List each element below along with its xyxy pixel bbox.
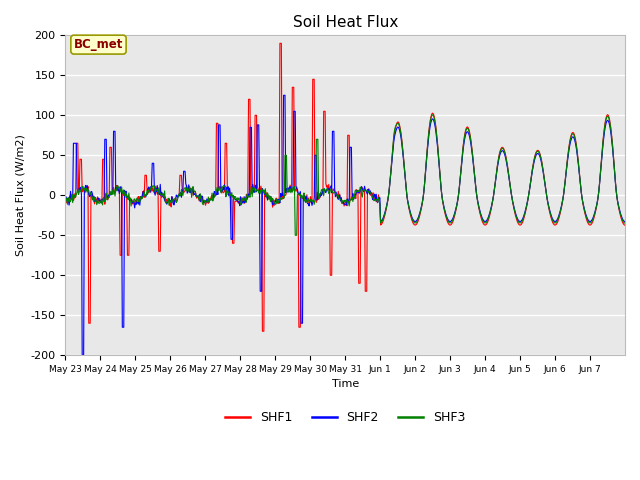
SHF1 — [259, 328, 266, 334]
SHF1 — [258, 190, 266, 195]
SHF3 — [127, 203, 135, 209]
Line: SHF3: SHF3 — [65, 115, 625, 235]
X-axis label: Time: Time — [332, 380, 359, 389]
SHF2 — [621, 219, 629, 225]
Y-axis label: Soil Heat Flux (W/m2): Soil Heat Flux (W/m2) — [15, 134, 25, 256]
Text: BC_met: BC_met — [74, 38, 123, 51]
SHF1 — [230, 240, 238, 246]
SHF3 — [61, 200, 69, 206]
SHF2 — [128, 197, 136, 203]
SHF1 — [127, 196, 135, 202]
Legend: SHF1, SHF2, SHF3: SHF1, SHF2, SHF3 — [220, 406, 470, 429]
SHF3 — [291, 232, 299, 238]
SHF1 — [276, 40, 284, 46]
SHF2 — [61, 198, 69, 204]
SHF3 — [279, 195, 287, 201]
SHF1 — [436, 168, 444, 173]
SHF3 — [429, 112, 436, 118]
SHF2 — [404, 201, 412, 207]
Line: SHF2: SHF2 — [65, 96, 625, 355]
SHF1 — [280, 193, 288, 199]
SHF3 — [621, 220, 629, 226]
Line: SHF1: SHF1 — [65, 43, 625, 331]
SHF1 — [61, 199, 69, 205]
Title: Soil Heat Flux: Soil Heat Flux — [292, 15, 398, 30]
SHF2 — [436, 169, 444, 175]
SHF3 — [404, 197, 412, 203]
SHF3 — [258, 185, 266, 191]
SHF3 — [230, 197, 238, 203]
SHF2 — [231, 195, 239, 201]
SHF1 — [621, 222, 629, 228]
SHF2 — [280, 93, 287, 98]
SHF2 — [259, 186, 266, 192]
SHF3 — [436, 168, 444, 174]
SHF1 — [404, 202, 412, 208]
SHF2 — [280, 93, 288, 98]
SHF2 — [78, 352, 86, 358]
